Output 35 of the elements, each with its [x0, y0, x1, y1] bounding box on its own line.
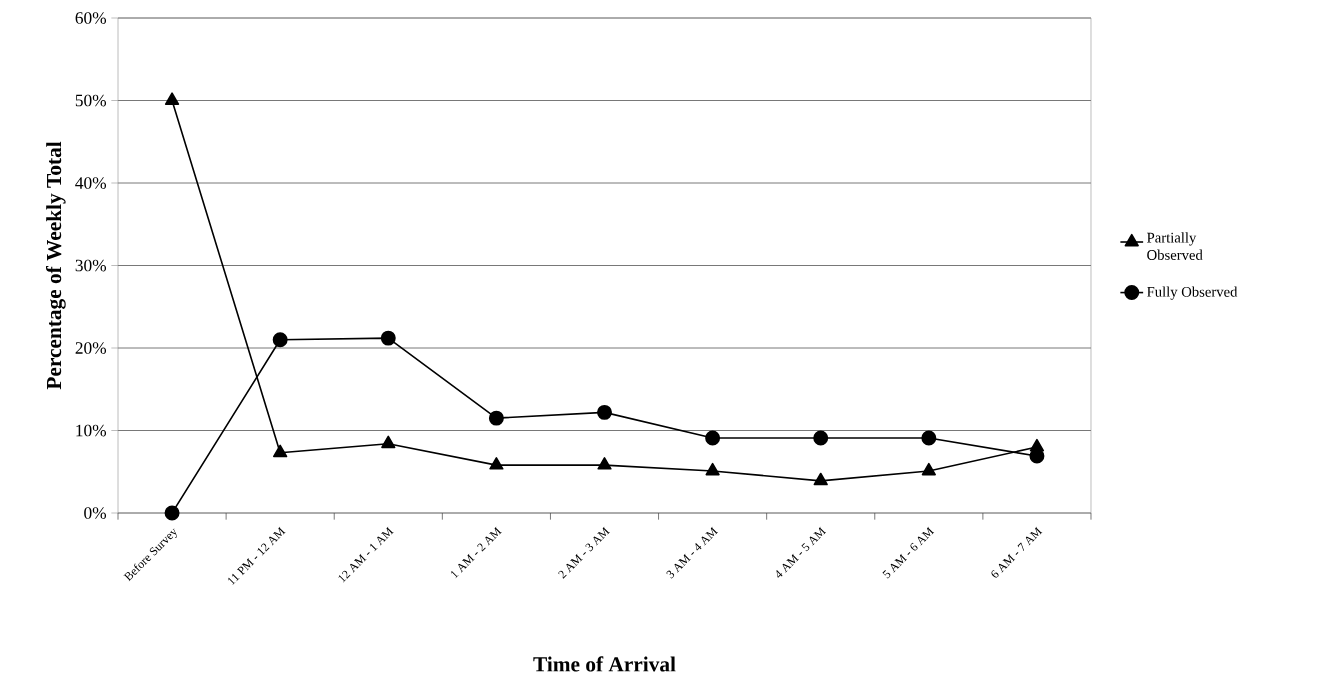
point [164, 92, 180, 105]
point [489, 457, 504, 470]
point [813, 430, 829, 446]
point [488, 410, 504, 426]
point [921, 462, 936, 476]
y-tick-label: 40% [75, 177, 107, 189]
x-tick-label: 4 AM - 5 AM [776, 526, 827, 578]
x-tick-label: 12 AM - 1 AM [338, 526, 394, 583]
x-tick-label: 2 AM - 3 AM [558, 526, 610, 579]
point [272, 332, 288, 348]
point [597, 457, 612, 470]
x-tick-label: 11 PM - 12 AM [227, 526, 286, 586]
point [381, 435, 396, 449]
y-tick-label: 20% [75, 342, 107, 354]
point [597, 404, 612, 420]
x-tick-label: 6 AM - 7 AM [991, 526, 1043, 578]
point [813, 472, 828, 486]
y-tick-label: 10% [76, 424, 107, 437]
point [705, 430, 721, 446]
point [380, 330, 396, 346]
x-axis-title: Time of Arrival [533, 656, 676, 672]
y-tick-label: 0% [84, 507, 107, 519]
x-tick-label: 5 AM - 6 AM [882, 526, 935, 579]
y-tick-label: 30% [75, 259, 107, 272]
y-tick-label: 60% [75, 12, 107, 24]
legend-label: Fully Observed [1147, 286, 1238, 300]
legend-label: Partially Observed [1147, 232, 1203, 260]
point [705, 462, 720, 476]
x-tick-label: 3 AM - 4 AM [666, 526, 718, 579]
x-tick-label: 1 AM - 2 AM [450, 526, 502, 579]
y-axis-title: Percentage of Weekly Total [45, 141, 66, 390]
y-tick-label: 50% [75, 94, 107, 107]
point [273, 444, 288, 458]
point [164, 505, 180, 521]
point [921, 430, 937, 446]
